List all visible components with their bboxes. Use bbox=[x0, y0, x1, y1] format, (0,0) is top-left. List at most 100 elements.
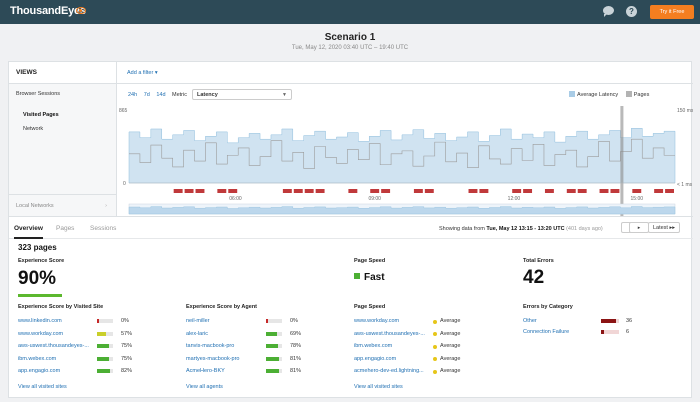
local-networks-label: Local Networks bbox=[16, 203, 54, 209]
error-marker bbox=[282, 189, 292, 193]
view-all-speed-link[interactable]: View all visited sites bbox=[354, 384, 403, 390]
page-date-range: Tue, May 12, 2020 03:40 UTC – 19:40 UTC bbox=[291, 45, 409, 51]
agent-link[interactable]: martyes-macbook-pro bbox=[186, 355, 240, 362]
sidebar-item-visited-pages[interactable]: Visited Pages bbox=[23, 112, 59, 118]
tab-sessions[interactable]: Sessions bbox=[90, 225, 117, 232]
speed-site-link[interactable]: app.engagio.com bbox=[354, 355, 397, 362]
speed-site-link[interactable]: acmehero-dev-ed.lightning... bbox=[354, 368, 424, 374]
chevron-right-icon: ▸ bbox=[637, 225, 641, 231]
speed-site-link[interactable]: ibm.webex.com bbox=[354, 343, 393, 349]
showing-prefix: Showing data from bbox=[439, 226, 485, 232]
total-errors-label: Total Errors bbox=[523, 258, 554, 264]
latest-button[interactable]: Latest ▸▸ bbox=[648, 222, 680, 233]
average-dot-icon bbox=[433, 369, 437, 374]
tab-overview[interactable]: Overview bbox=[14, 225, 43, 239]
range-14d-button[interactable]: 14d bbox=[156, 92, 166, 98]
site-link[interactable]: ibm.webex.com bbox=[18, 355, 57, 362]
add-filter-link[interactable]: Add a filter ▾ bbox=[127, 70, 158, 76]
error-marker bbox=[566, 189, 576, 193]
views-sidebar: Browser Sessions Visited Pages Network L… bbox=[9, 84, 117, 216]
page-title: Scenario 1 bbox=[324, 32, 376, 43]
metric-label: Metric bbox=[172, 92, 187, 98]
agent-score-value: 69% bbox=[290, 330, 302, 337]
agent-link[interactable]: AcmeHero-BKY bbox=[186, 368, 225, 374]
help-icon[interactable]: ? bbox=[626, 6, 637, 17]
view-all-agents-link[interactable]: View all agents bbox=[186, 384, 223, 390]
agent-mini-bar bbox=[266, 344, 282, 348]
error-marker bbox=[293, 189, 303, 193]
chat-icon[interactable] bbox=[603, 6, 614, 17]
metric-value: Latency bbox=[197, 92, 218, 98]
thousandeyes-logo[interactable]: ThousandEyes bbox=[10, 5, 86, 17]
site-link[interactable]: aws-uswest.thousandeyes-... bbox=[18, 343, 89, 349]
score-mini-bar-fill bbox=[97, 356, 109, 361]
x-tick-label: 06:00 bbox=[229, 196, 242, 202]
pages-line bbox=[129, 138, 675, 169]
agent-mini-bar-fill bbox=[266, 369, 279, 373]
y-right-top-label: 150 ms bbox=[677, 108, 693, 114]
chevron-down-icon: ▼ bbox=[282, 92, 287, 98]
experience-score-bar bbox=[18, 294, 62, 297]
error-marker bbox=[523, 189, 533, 193]
score-mini-bar bbox=[97, 344, 113, 348]
average-dot-icon bbox=[433, 344, 437, 349]
legend-item-pages[interactable]: Pages bbox=[625, 91, 650, 98]
navigator-area bbox=[128, 206, 676, 215]
range-7d-button[interactable]: 7d bbox=[143, 92, 150, 98]
error-category-link[interactable]: Other bbox=[523, 318, 537, 324]
error-marker bbox=[632, 189, 642, 193]
agent-link[interactable]: neil-miller bbox=[186, 318, 210, 324]
error-marker bbox=[468, 189, 478, 193]
error-marker bbox=[228, 189, 238, 193]
metric-select[interactable]: Latency ▼ bbox=[192, 89, 292, 100]
error-marker bbox=[599, 189, 609, 193]
chart-legend: Average Latency Pages bbox=[569, 91, 655, 98]
latency-chart[interactable]: 865 0 150 ms < 1 ms 06:00 09:00 12:00 15:00 bbox=[117, 100, 693, 216]
y-axis-top-label: 865 bbox=[119, 108, 128, 114]
error-marker bbox=[315, 189, 325, 193]
legend-label-pages: Pages bbox=[633, 92, 650, 98]
agent-mini-bar-fill bbox=[266, 344, 279, 348]
pages-count: 323 pages bbox=[18, 243, 57, 252]
error-marker bbox=[479, 189, 489, 193]
score-mini-bar bbox=[97, 356, 113, 361]
agent-link[interactable]: alex-laric bbox=[186, 330, 209, 337]
sidebar-item-browser-sessions[interactable]: Browser Sessions bbox=[16, 91, 61, 97]
speed-value: Average bbox=[440, 368, 461, 374]
average-dot-icon bbox=[433, 332, 437, 336]
score-mini-bar bbox=[97, 319, 113, 323]
average-dot-icon bbox=[433, 357, 437, 361]
speed-value: Average bbox=[440, 330, 461, 337]
score-mini-bar bbox=[97, 331, 113, 336]
try-free-button[interactable]: Try it Free bbox=[650, 5, 694, 19]
agent-link[interactable]: tanvis-macbook-pro bbox=[186, 343, 235, 349]
main-panel: VIEWS Browser Sessions Visited Pages Net… bbox=[8, 61, 693, 398]
tab-bar: Overview Pages Sessions Showing data fro… bbox=[9, 216, 693, 239]
error-marker bbox=[348, 189, 358, 193]
total-errors-value: 42 bbox=[523, 267, 545, 288]
showing-data-text: Showing data from Tue, May 12 13:15 - 13… bbox=[439, 226, 603, 232]
range-24h-button[interactable]: 24h bbox=[128, 92, 138, 98]
next-button[interactable]: ▸ bbox=[629, 222, 649, 233]
error-marker bbox=[665, 189, 674, 193]
site-link[interactable]: www.linkedin.com bbox=[18, 318, 62, 324]
speed-site-link[interactable]: www.workday.com bbox=[354, 318, 400, 324]
view-all-sites-link[interactable]: View all visited sites bbox=[18, 384, 67, 390]
chevron-right-icon: › bbox=[105, 203, 107, 209]
latency-area bbox=[128, 128, 676, 184]
site-link[interactable]: www.workday.com bbox=[18, 330, 64, 337]
by-agent-title: Experience Score by Agent bbox=[186, 304, 258, 310]
selected-time-marker bbox=[620, 106, 624, 216]
score-mini-bar-fill bbox=[97, 331, 107, 336]
site-link[interactable]: app.engagio.com bbox=[18, 368, 61, 374]
eye-icon bbox=[76, 7, 86, 14]
tab-pages[interactable]: Pages bbox=[56, 225, 75, 232]
error-count: 36 bbox=[626, 318, 633, 324]
y-axis-bottom-label: 0 bbox=[123, 181, 126, 187]
sidebar-item-network[interactable]: Network bbox=[23, 126, 44, 132]
speed-site-link[interactable]: aws-uswest.thousandeyes-... bbox=[354, 330, 425, 337]
legend-item-latency[interactable]: Average Latency bbox=[569, 91, 618, 98]
error-category-link[interactable]: Connection Failure bbox=[523, 329, 570, 335]
sidebar-item-local-networks[interactable]: Local Networks › bbox=[9, 194, 117, 216]
agent-mini-bar bbox=[266, 369, 282, 373]
